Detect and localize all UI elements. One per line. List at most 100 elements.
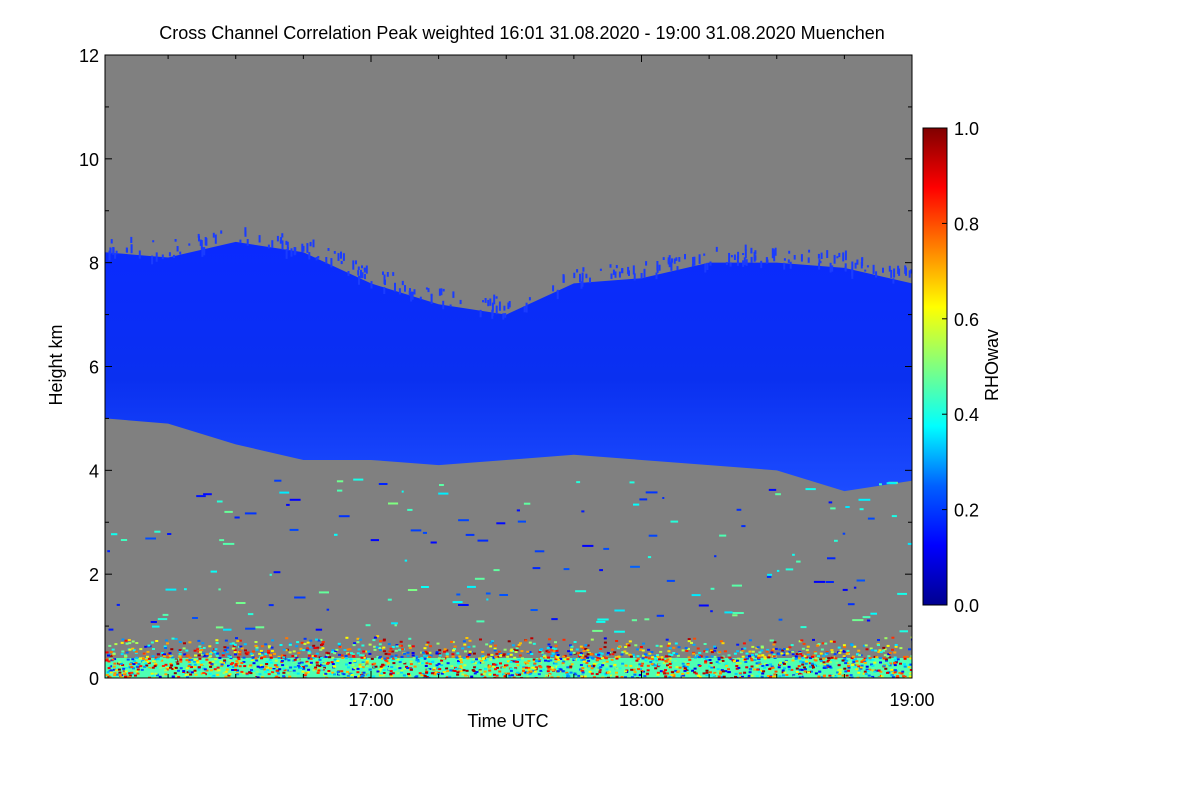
cirrus-fringe-cell bbox=[358, 275, 360, 285]
boundary-layer-cell bbox=[507, 640, 511, 643]
boundary-layer-cell bbox=[795, 667, 799, 670]
boundary-layer-cell bbox=[331, 649, 335, 652]
boundary-layer-cell bbox=[589, 656, 593, 659]
boundary-layer-cell bbox=[179, 660, 183, 663]
boundary-layer-cell bbox=[303, 637, 307, 640]
boundary-layer-cell bbox=[509, 649, 513, 652]
boundary-layer-cell bbox=[628, 640, 632, 643]
boundary-layer-cell bbox=[879, 661, 882, 664]
boundary-layer-cell bbox=[512, 648, 516, 651]
boundary-layer-cell bbox=[668, 662, 672, 665]
boundary-layer-cell bbox=[326, 671, 330, 674]
boundary-layer-cell bbox=[437, 652, 441, 655]
cirrus-fringe-cell bbox=[826, 250, 829, 258]
boundary-layer-cell bbox=[814, 657, 818, 660]
boundary-layer-cell bbox=[825, 651, 829, 653]
boundary-layer-cell bbox=[202, 672, 206, 674]
boundary-layer-cell bbox=[617, 655, 621, 658]
boundary-layer-cell bbox=[820, 648, 824, 651]
noise-cell bbox=[563, 568, 570, 571]
noise-cell bbox=[485, 592, 491, 595]
boundary-layer-cell bbox=[268, 646, 271, 649]
boundary-layer-cell bbox=[863, 670, 867, 673]
noise-cell bbox=[273, 571, 281, 574]
boundary-layer-cell bbox=[202, 674, 206, 676]
boundary-layer-cell bbox=[426, 674, 430, 676]
boundary-layer-cell bbox=[484, 655, 488, 658]
boundary-layer-cell bbox=[250, 657, 254, 660]
boundary-layer-cell bbox=[425, 662, 429, 665]
cirrus-fringe-cell bbox=[612, 269, 615, 275]
boundary-layer-cell bbox=[630, 668, 634, 671]
boundary-layer-cell bbox=[502, 653, 506, 656]
boundary-layer-cell bbox=[183, 653, 187, 656]
boundary-layer-cell bbox=[408, 637, 412, 640]
boundary-layer-cell bbox=[798, 676, 802, 678]
boundary-layer-cell bbox=[468, 652, 472, 655]
boundary-layer-cell bbox=[445, 655, 449, 658]
boundary-layer-cell bbox=[893, 651, 897, 654]
boundary-layer-cell bbox=[277, 657, 281, 659]
cirrus-fringe-cell bbox=[108, 250, 111, 261]
boundary-layer-cell bbox=[693, 671, 697, 674]
cirrus-fringe-cell bbox=[856, 259, 859, 265]
boundary-layer-cell bbox=[736, 662, 740, 665]
boundary-layer-cell bbox=[782, 662, 786, 665]
boundary-layer-cell bbox=[135, 656, 139, 659]
noise-cell bbox=[766, 575, 772, 578]
boundary-layer-cell bbox=[529, 670, 533, 673]
boundary-layer-cell bbox=[169, 666, 172, 669]
boundary-layer-cell bbox=[108, 676, 112, 678]
boundary-layer-cell bbox=[829, 640, 833, 643]
boundary-layer-cell bbox=[779, 661, 782, 664]
boundary-layer-cell bbox=[285, 665, 289, 668]
boundary-layer-cell bbox=[874, 649, 878, 652]
boundary-layer-cell bbox=[757, 654, 761, 657]
boundary-layer-cell bbox=[275, 669, 279, 672]
boundary-layer-cell bbox=[234, 665, 238, 668]
boundary-layer-cell bbox=[810, 660, 814, 663]
boundary-layer-cell bbox=[114, 643, 118, 646]
noise-cell bbox=[216, 500, 223, 503]
boundary-layer-cell bbox=[250, 659, 254, 661]
boundary-layer-cell bbox=[570, 645, 574, 648]
boundary-layer-cell bbox=[280, 659, 284, 662]
boundary-layer-cell bbox=[264, 665, 268, 668]
boundary-layer-cell bbox=[387, 653, 391, 656]
boundary-layer-cell bbox=[277, 655, 281, 658]
cirrus-fringe-cell bbox=[556, 289, 559, 300]
boundary-layer-cell bbox=[164, 663, 168, 666]
boundary-layer-cell bbox=[315, 664, 319, 667]
boundary-layer-cell bbox=[610, 648, 614, 651]
boundary-layer-cell bbox=[372, 675, 376, 678]
boundary-layer-cell bbox=[497, 650, 501, 653]
boundary-layer-cell bbox=[265, 661, 269, 664]
boundary-layer-cell bbox=[717, 658, 721, 661]
boundary-layer-cell bbox=[384, 665, 388, 668]
boundary-layer-cell bbox=[249, 652, 253, 655]
boundary-layer-cell bbox=[347, 653, 351, 656]
boundary-layer-cell bbox=[200, 653, 204, 656]
boundary-layer-cell bbox=[882, 664, 886, 667]
boundary-layer-cell bbox=[336, 661, 340, 664]
boundary-layer-cell bbox=[580, 652, 583, 655]
boundary-layer-cell bbox=[265, 663, 269, 665]
boundary-layer-cell bbox=[340, 670, 344, 673]
boundary-layer-cell bbox=[566, 656, 570, 659]
boundary-layer-cell bbox=[354, 676, 357, 678]
cirrus-fringe-cell bbox=[333, 251, 336, 254]
boundary-layer-cell bbox=[546, 665, 550, 668]
boundary-layer-cell bbox=[448, 675, 452, 678]
boundary-layer-cell bbox=[659, 650, 663, 653]
boundary-layer-cell bbox=[675, 652, 679, 655]
boundary-layer-cell bbox=[113, 668, 116, 671]
boundary-layer-cell bbox=[353, 660, 357, 662]
boundary-layer-cell bbox=[800, 639, 804, 642]
boundary-layer-cell bbox=[637, 668, 640, 671]
boundary-layer-cell bbox=[790, 644, 794, 647]
boundary-layer-cell bbox=[682, 665, 686, 668]
boundary-layer-cell bbox=[532, 669, 536, 672]
boundary-layer-cell bbox=[681, 649, 685, 652]
boundary-layer-cell bbox=[154, 656, 158, 659]
boundary-layer-cell bbox=[483, 670, 487, 673]
